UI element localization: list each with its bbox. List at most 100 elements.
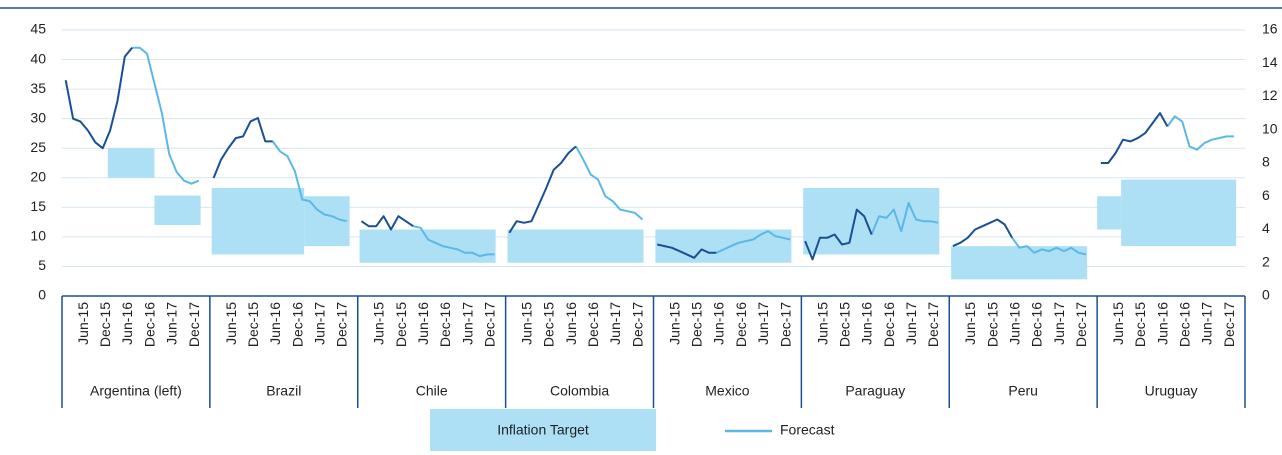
forecast-line <box>132 46 200 185</box>
x-tick-label: Jun-16 <box>1154 302 1170 345</box>
legend-target-swatch <box>430 409 656 451</box>
x-tick-label: Jun-17 <box>607 302 623 345</box>
y-tick-label: 45 <box>30 21 46 37</box>
actual-line <box>212 117 273 179</box>
forecast-line <box>1011 237 1087 256</box>
x-tick-label: Jun-16 <box>711 302 727 345</box>
actual-line <box>360 215 414 231</box>
y-tick-label: 40 <box>30 50 46 66</box>
x-tick-label: Dec-15 <box>984 302 1000 347</box>
x-tick-label: Jun-16 <box>563 302 579 345</box>
x-tick-label: Dec-17 <box>482 302 498 347</box>
x-tick-label: Dec-17 <box>925 302 941 347</box>
category-label: Chile <box>416 383 448 399</box>
x-tick-label: Dec-17 <box>334 302 350 347</box>
actual-line <box>804 208 873 261</box>
forecast-line <box>715 230 791 254</box>
x-tick-label: Dec-15 <box>1132 302 1148 347</box>
category-label: Mexico <box>705 383 750 399</box>
x-tick-label: Dec-15 <box>836 302 852 347</box>
x-tick-label: Jun-15 <box>962 302 978 345</box>
inflation-target <box>507 229 644 263</box>
x-tick-label: Jun-15 <box>666 302 682 345</box>
x-tick-label: Dec-16 <box>141 302 157 347</box>
x-tick-label: Jun-17 <box>311 302 327 345</box>
forecast-line <box>271 140 347 223</box>
x-tick-label: Dec-16 <box>1177 302 1193 347</box>
x-tick-label: Dec-15 <box>97 302 113 347</box>
inflation-target <box>1097 196 1122 230</box>
y2-tick-label: 6 <box>1262 187 1270 203</box>
y-tick-label: 20 <box>30 168 46 184</box>
legend-forecast-label: Forecast <box>780 422 835 438</box>
category-label: Brazil <box>266 383 301 399</box>
x-tick-label: Jun-17 <box>164 302 180 345</box>
category-label: Paraguay <box>845 383 905 399</box>
y-tick-label: 10 <box>30 228 46 244</box>
x-tick-label: Jun-15 <box>519 302 535 345</box>
inflation-target <box>803 187 940 255</box>
x-tick-label: Jun-17 <box>755 302 771 345</box>
inflation-target <box>951 246 1088 280</box>
y-tick-label: 0 <box>38 287 46 303</box>
x-tick-label: Dec-17 <box>1073 302 1089 347</box>
forecast-line <box>870 201 939 235</box>
x-tick-label: Jun-16 <box>859 302 875 345</box>
x-tick-label: Dec-15 <box>541 302 557 347</box>
actual-line <box>952 218 1013 248</box>
x-tick-label: Dec-16 <box>1029 302 1045 347</box>
inflation-target <box>154 195 201 226</box>
inflation-target <box>107 148 155 178</box>
category-label: Peru <box>1008 383 1038 399</box>
y2-tick-label: 0 <box>1262 287 1270 303</box>
x-tick-label: Dec-17 <box>777 302 793 347</box>
x-tick-label: Dec-15 <box>245 302 261 347</box>
x-tick-label: Jun-15 <box>814 302 830 345</box>
inflation-target <box>359 229 496 263</box>
y2-tick-label: 8 <box>1262 154 1270 170</box>
y2-tick-label: 12 <box>1262 87 1278 103</box>
forecast-line <box>575 145 644 221</box>
x-tick-label: Dec-16 <box>437 302 453 347</box>
y-tick-label: 5 <box>38 257 46 273</box>
x-tick-label: Dec-17 <box>629 302 645 347</box>
x-tick-label: Jun-16 <box>267 302 283 345</box>
inflation-target <box>655 229 792 263</box>
x-tick-label: Jun-15 <box>1110 302 1126 345</box>
forecast-line <box>1166 115 1234 151</box>
x-tick-label: Dec-16 <box>733 302 749 347</box>
y2-tick-label: 10 <box>1262 120 1278 136</box>
x-tick-label: Dec-16 <box>289 302 305 347</box>
category-label: Argentina (left) <box>90 383 182 399</box>
x-tick-label: Dec-16 <box>881 302 897 347</box>
x-tick-label: Jun-16 <box>1006 302 1022 345</box>
x-tick-label: Jun-16 <box>119 302 135 345</box>
x-tick-label: Jun-17 <box>1199 302 1215 345</box>
actual-line <box>656 243 717 259</box>
x-tick-label: Dec-17 <box>186 302 202 347</box>
y-tick-label: 15 <box>30 198 46 214</box>
y2-tick-label: 14 <box>1262 54 1278 70</box>
category-label: Colombia <box>550 383 609 399</box>
x-tick-label: Jun-17 <box>903 302 919 345</box>
actual-line <box>508 145 577 234</box>
x-tick-label: Dec-17 <box>1221 302 1237 347</box>
x-tick-label: Jun-17 <box>1051 302 1067 345</box>
inflation-target <box>1121 179 1237 247</box>
forecast-line <box>412 225 495 258</box>
x-tick-label: Jun-15 <box>223 302 239 345</box>
x-tick-label: Dec-15 <box>393 302 409 347</box>
actual-line <box>64 47 133 150</box>
category-label: Uruguay <box>1145 383 1198 399</box>
y-tick-label: 25 <box>30 139 46 155</box>
x-tick-label: Jun-17 <box>459 302 475 345</box>
legend-target-label: Inflation Target <box>497 422 589 438</box>
y-tick-label: 35 <box>30 80 46 96</box>
actual-line <box>1100 112 1169 164</box>
x-tick-label: Jun-16 <box>415 302 431 345</box>
y2-tick-label: 2 <box>1262 253 1270 269</box>
x-tick-label: Jun-15 <box>75 302 91 345</box>
y2-tick-label: 16 <box>1262 21 1278 37</box>
y2-tick-label: 4 <box>1262 220 1270 236</box>
